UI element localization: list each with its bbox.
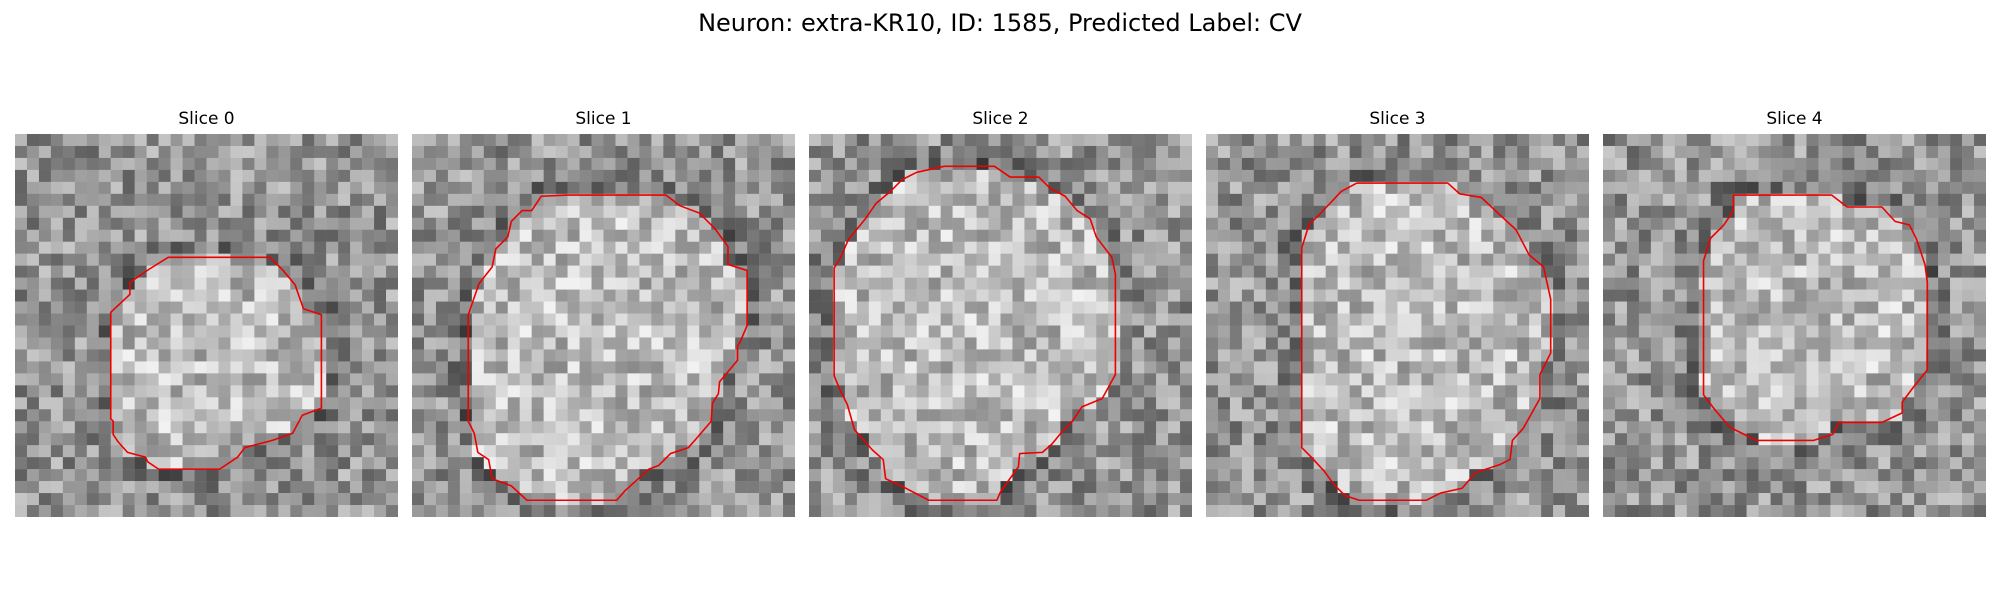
slice-title: Slice 1 bbox=[575, 109, 632, 129]
pixel-grid bbox=[1206, 134, 1589, 517]
slice-image bbox=[1603, 134, 1986, 517]
slice-panel-4: Slice 4 bbox=[1603, 104, 1986, 522]
slice-panel-1: Slice 1 bbox=[412, 104, 795, 522]
slice-image bbox=[412, 134, 795, 517]
pixel-grid bbox=[1603, 134, 1986, 517]
slice-title: Slice 2 bbox=[972, 109, 1029, 129]
slice-title: Slice 3 bbox=[1369, 109, 1426, 129]
pixel-grid bbox=[412, 134, 795, 517]
slice-image bbox=[15, 134, 398, 517]
roi-outline bbox=[1704, 195, 1928, 440]
slice-panel-2: Slice 2 bbox=[809, 104, 1192, 522]
roi-outline bbox=[468, 195, 747, 500]
slice-panel-0: Slice 0 bbox=[15, 104, 398, 522]
figure-title: Neuron: extra-KR10, ID: 1585, Predicted … bbox=[698, 9, 1302, 37]
pixel-grid bbox=[15, 134, 398, 517]
roi-outline bbox=[834, 166, 1115, 500]
slice-title: Slice 4 bbox=[1766, 109, 1823, 129]
roi-outline bbox=[1302, 183, 1551, 500]
slice-title: Slice 0 bbox=[178, 109, 235, 129]
slice-panel-3: Slice 3 bbox=[1206, 104, 1589, 522]
pixel-grid bbox=[809, 134, 1192, 517]
slice-image bbox=[1206, 134, 1589, 517]
slice-image bbox=[809, 134, 1192, 517]
roi-outline bbox=[111, 257, 322, 469]
